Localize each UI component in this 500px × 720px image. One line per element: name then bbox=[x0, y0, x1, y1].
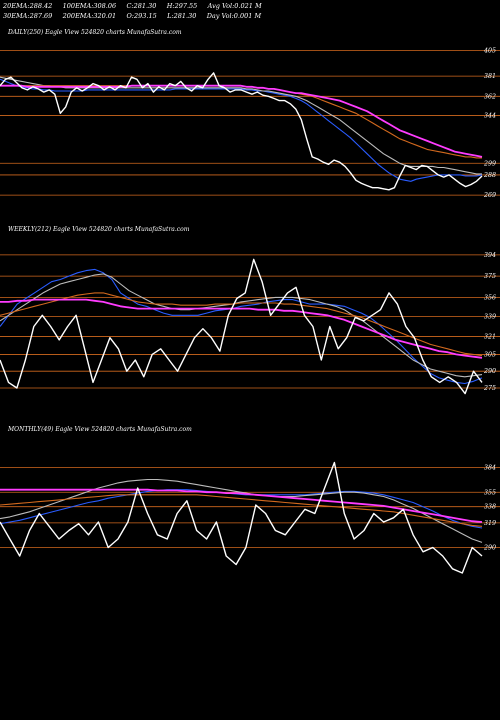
day-vol-stat: Day Vol:0.001 M bbox=[206, 12, 262, 20]
avg-vol-stat: Avg Vol:0.021 M bbox=[207, 2, 262, 10]
weekly-level-label: 394 bbox=[484, 252, 496, 259]
daily-ema-magenta-line bbox=[0, 84, 483, 158]
monthly-level-label: 355 bbox=[484, 489, 496, 496]
monthly-ema-magenta-line bbox=[0, 488, 483, 523]
weekly-level-label: 321 bbox=[484, 334, 496, 341]
weekly-chart-title: WEEKLY(212) Eagle View 524820 charts Mun… bbox=[8, 226, 190, 233]
daily-chart-title: DAILY(250) Eagle View 524820 charts Muna… bbox=[8, 29, 182, 36]
monthly-level-label: 338 bbox=[484, 504, 496, 511]
monthly-level-label: 290 bbox=[483, 545, 496, 552]
high-stat: H:297.55 bbox=[166, 2, 198, 10]
daily-level-label: 381 bbox=[484, 73, 496, 80]
monthly-ema-orange-line bbox=[0, 494, 483, 527]
daily-level-label: 362 bbox=[484, 93, 496, 100]
header-row-2: 30EMA:287.69 200EMA:320.01 O:293.15 L:28… bbox=[3, 12, 261, 20]
weekly-level-label: 339 bbox=[484, 313, 496, 320]
daily-price-line bbox=[0, 72, 483, 191]
daily-ema-gray-line bbox=[0, 76, 482, 175]
weekly-level-label: 290 bbox=[483, 368, 496, 375]
daily-level-label: 299 bbox=[483, 160, 496, 167]
ema100-stat: 100EMA:308.06 bbox=[62, 2, 117, 10]
low-stat: L:281.30 bbox=[167, 12, 197, 20]
daily-chart: 405 381 362 344 299 288 269 bbox=[0, 48, 500, 199]
daily-level-label: 288 bbox=[483, 172, 496, 179]
weekly-ema-blue-line bbox=[0, 268, 483, 385]
daily-ema-blue-line bbox=[0, 78, 483, 182]
monthly-level-label: 384 bbox=[484, 465, 496, 472]
monthly-level-label: 319 bbox=[484, 520, 496, 527]
daily-level-label: 344 bbox=[484, 112, 496, 119]
weekly-ema-magenta-line bbox=[0, 298, 483, 359]
weekly-level-label: 356 bbox=[484, 294, 496, 301]
open-stat: O:293.15 bbox=[126, 12, 157, 20]
weekly-ema-gray-line bbox=[0, 273, 483, 378]
monthly-price-line bbox=[0, 461, 483, 574]
weekly-level-label: 305 bbox=[484, 351, 496, 358]
daily-level-label: 405 bbox=[483, 48, 496, 55]
weekly-level-label: 275 bbox=[483, 385, 496, 392]
header-row-1: 20EMA:288.42 100EMA:308.06 C:281.30 H:29… bbox=[3, 2, 262, 10]
close-stat: C:281.30 bbox=[126, 2, 157, 10]
monthly-ema-blue-line bbox=[0, 489, 483, 529]
weekly-price-line bbox=[0, 258, 483, 395]
ema30-stat: 30EMA:287.69 bbox=[3, 12, 53, 20]
weekly-chart: 394 375 356 339 321 305 290 275 bbox=[0, 252, 500, 395]
daily-level-label: 269 bbox=[483, 192, 496, 199]
weekly-level-label: 375 bbox=[484, 273, 496, 280]
ema200-stat: 200EMA:320.01 bbox=[62, 12, 117, 20]
weekly-ema-orange-line bbox=[0, 292, 483, 357]
monthly-chart-title: MONTHLY(49) Eagle View 524820 charts Mun… bbox=[8, 426, 192, 433]
monthly-ema-gray-line bbox=[0, 478, 483, 543]
ema20-stat: 20EMA:288.42 bbox=[3, 2, 53, 10]
monthly-chart: 384 355 338 319 290 bbox=[0, 461, 500, 574]
